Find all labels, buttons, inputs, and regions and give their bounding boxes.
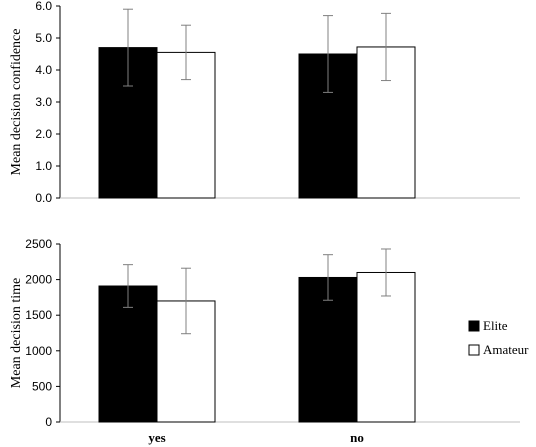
time-y-tick-label: 500	[32, 379, 52, 393]
category-label-yes: yes	[148, 430, 165, 445]
time-y-tick-label: 1500	[25, 308, 52, 322]
legend-swatch-elite	[468, 320, 480, 332]
confidence-y-tick-label: 3.0	[35, 95, 52, 109]
chart-legend: Elite Amateur	[468, 318, 529, 357]
time-y-tick-label: 2500	[25, 237, 52, 251]
confidence-y-tick-label: 4.0	[35, 63, 52, 77]
legend-label-elite: Elite	[483, 318, 508, 333]
time-bar-elite-yes	[98, 285, 158, 423]
confidence-y-axis-title: Mean decision confidence	[9, 29, 24, 176]
confidence-y-tick-label: 6.0	[35, 0, 52, 13]
legend-label-amateur: Amateur	[483, 342, 529, 357]
time-y-tick-label: 2000	[25, 273, 52, 287]
confidence-y-tick-label: 0.0	[35, 191, 52, 205]
time-bar-amateur-no	[356, 271, 416, 423]
category-label-no: no	[350, 430, 364, 445]
decision-time-chart-panel: 0 500 1000 1500 2000 2500 Mean decision time	[9, 237, 520, 429]
time-y-axis-title: Mean decision time	[9, 278, 24, 388]
confidence-y-tick-label: 5.0	[35, 31, 52, 45]
legend-swatch-amateur	[468, 344, 480, 356]
confidence-chart-panel: 0.0 1.0 2.0 3.0 4.0 5.0 6.0 Mean decision confi…	[9, 0, 520, 205]
category-labels: yes no	[148, 430, 364, 445]
confidence-y-tick-label: 1.0	[35, 159, 52, 173]
time-y-tick-label: 1000	[25, 344, 52, 358]
time-bar-elite-no	[298, 276, 358, 423]
time-y-tick-label: 0	[45, 415, 52, 429]
confidence-y-tick-label: 2.0	[35, 127, 52, 141]
